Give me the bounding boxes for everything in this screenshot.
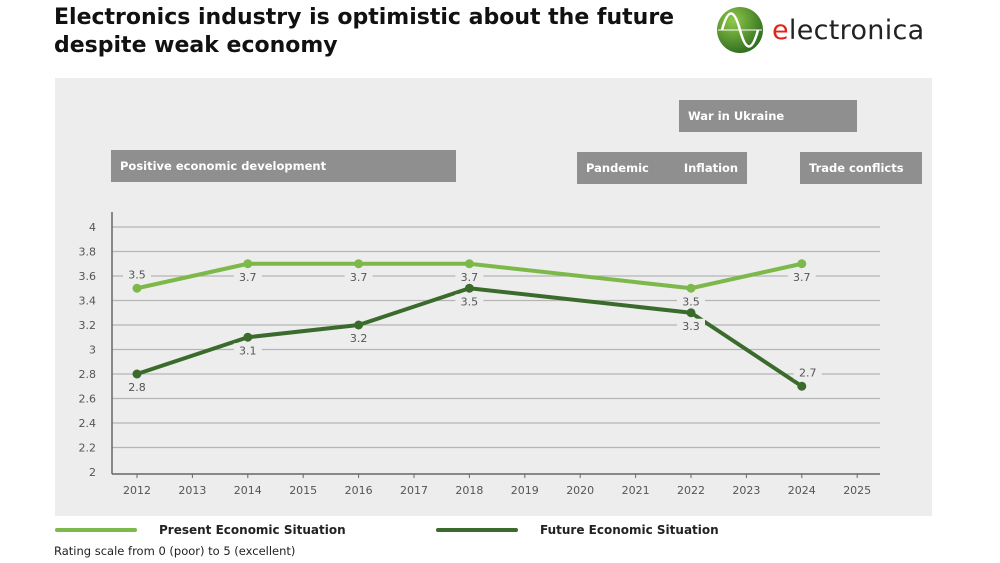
legend-label: Future Economic Situation — [540, 523, 719, 537]
event-inflation: Inflation — [683, 161, 739, 175]
data-label-bg — [455, 269, 484, 284]
y-tick-label: 2.2 — [79, 442, 97, 455]
y-tick-label: 3.8 — [79, 246, 97, 259]
x-tick-label: 2012 — [123, 484, 151, 497]
data-point — [243, 259, 253, 269]
y-tick-label: 2.4 — [79, 417, 97, 430]
rating-note: Rating scale from 0 (poor) to 5 (excelle… — [54, 544, 296, 558]
y-tick-label: 2 — [89, 466, 96, 479]
logo-e: e — [772, 14, 789, 46]
data-label-bg — [787, 269, 816, 284]
data-point — [686, 308, 696, 318]
data-point — [797, 381, 807, 391]
data-label-bg — [344, 331, 373, 345]
data-point — [797, 259, 807, 269]
data-label: 3.5 — [128, 268, 146, 281]
event-positive-economic-development: Positive economic development — [111, 150, 456, 182]
event-trade-conflicts: Trade conflicts — [800, 152, 922, 184]
data-label-bg — [233, 343, 262, 358]
y-tick-label: 3.2 — [79, 319, 97, 332]
data-label-bg — [677, 294, 705, 309]
x-tick-label: 2021 — [622, 484, 650, 497]
data-point — [686, 283, 696, 293]
x-tick-label: 2019 — [511, 484, 539, 497]
x-tick-label: 2013 — [178, 484, 206, 497]
data-label-bg — [793, 365, 822, 380]
data-label-bg — [123, 267, 151, 282]
data-label-bg — [344, 269, 373, 284]
sine-wave-logo-icon — [717, 7, 763, 53]
y-tick-label: 3.6 — [79, 270, 97, 283]
data-label: 3.7 — [239, 271, 257, 284]
electronica-logo: electronica — [716, 6, 925, 54]
data-point — [464, 259, 474, 269]
data-label: 3.3 — [682, 320, 700, 333]
data-point — [464, 283, 474, 293]
data-label-bg — [123, 380, 151, 394]
y-tick-label: 4 — [89, 221, 96, 234]
series-line-1 — [136, 286, 803, 388]
logo-wordmark: electronica — [772, 15, 925, 46]
x-tick-label: 2014 — [234, 484, 262, 497]
x-tick-label: 2016 — [345, 484, 373, 497]
data-label: 3.2 — [350, 332, 368, 345]
logo-rest: lectronica — [788, 14, 925, 46]
x-tick-label: 2017 — [400, 484, 428, 497]
y-tick-label: 2.6 — [79, 393, 97, 406]
event-war-in-ukraine: War in Ukraine — [679, 100, 857, 132]
legend-label: Present Economic Situation — [159, 523, 346, 537]
legend-present: Present Economic Situation — [55, 523, 346, 537]
data-label-bg — [677, 318, 705, 333]
data-label: 3.1 — [239, 344, 257, 357]
x-tick-label: 2015 — [289, 484, 317, 497]
x-tick-label: 2024 — [788, 484, 816, 497]
event-pandemic: Pandemic — [586, 161, 649, 175]
y-tick-label: 3.4 — [79, 295, 97, 308]
data-label: 3.7 — [461, 271, 479, 284]
data-point — [132, 369, 142, 379]
data-point — [354, 320, 364, 330]
legend-future: Future Economic Situation — [436, 523, 719, 537]
y-tick-label: 3 — [89, 344, 96, 357]
data-point — [354, 259, 364, 269]
x-tick-label: 2022 — [677, 484, 705, 497]
x-tick-label: 2023 — [732, 484, 760, 497]
data-label: 3.7 — [350, 271, 368, 284]
y-tick-label: 2.8 — [79, 368, 97, 381]
data-label-bg — [455, 294, 484, 309]
data-label: 2.7 — [799, 366, 817, 379]
data-label: 3.7 — [793, 271, 811, 284]
x-tick-label: 2025 — [843, 484, 871, 497]
data-label: 3.5 — [682, 295, 700, 308]
chart-title: Electronics industry is optimistic about… — [54, 5, 675, 58]
x-tick-label: 2018 — [455, 484, 483, 497]
data-point — [132, 283, 142, 293]
data-label: 3.5 — [461, 295, 479, 308]
event-pandemic-inflation: Pandemic Inflation — [577, 152, 747, 184]
x-tick-label: 2020 — [566, 484, 594, 497]
data-point — [243, 332, 253, 342]
data-label-bg — [233, 269, 262, 284]
series-line-0 — [136, 261, 803, 291]
data-label: 2.8 — [128, 381, 146, 394]
